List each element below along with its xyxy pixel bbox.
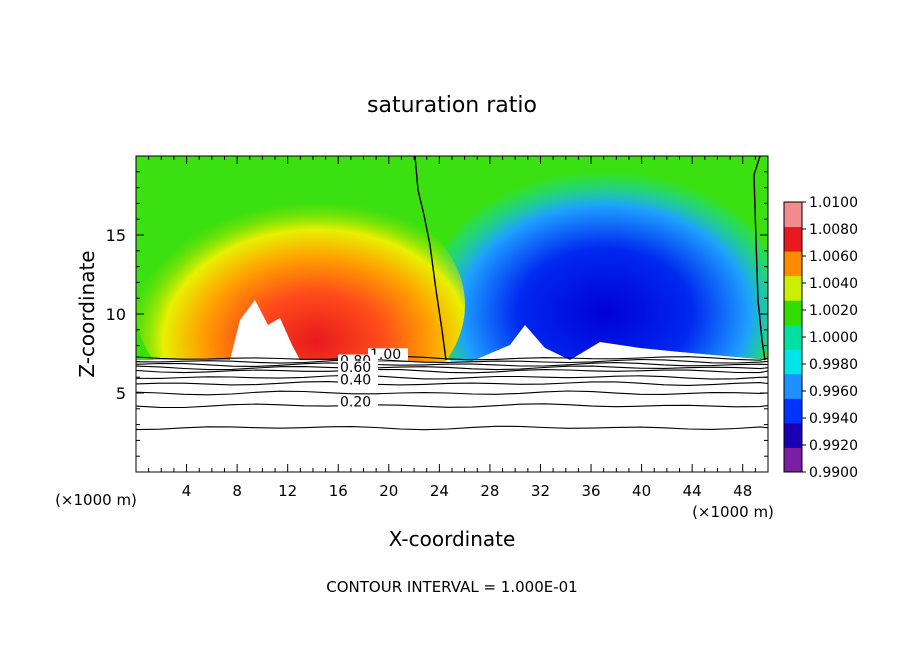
contour-line xyxy=(136,368,768,374)
x-tick-label: 40 xyxy=(632,482,651,500)
colorbar-label: 1.0040 xyxy=(809,276,858,292)
x-tick-label: 28 xyxy=(480,482,499,500)
colorbar-swatch xyxy=(784,324,802,350)
contour-line xyxy=(136,390,768,396)
colorbar-swatch xyxy=(784,398,802,424)
colorbar-swatch xyxy=(784,300,802,326)
colorbar-label: 1.0060 xyxy=(809,249,858,265)
colorbar-label: 0.9900 xyxy=(809,465,858,481)
colorbar-label: 0.9920 xyxy=(809,438,858,454)
colorbar-swatch xyxy=(784,373,802,399)
x-tick-label: 36 xyxy=(581,482,600,500)
x-tick-label: 4 xyxy=(182,482,192,500)
plot-area: 1.000.800.600.400.20 xyxy=(136,156,768,472)
contour-label: 0.40 xyxy=(340,373,371,389)
contour-label: 0.20 xyxy=(340,395,371,411)
zero-contour-right xyxy=(753,156,766,361)
x-tick-label: 20 xyxy=(379,482,398,500)
colorbar-label: 0.9940 xyxy=(809,411,858,427)
y-axis-title: Z-coordinate xyxy=(75,250,99,377)
contour-lines: 1.000.800.600.400.20 xyxy=(136,347,768,431)
contour-line xyxy=(136,381,768,386)
contour-label-bg xyxy=(338,395,378,409)
contour-line xyxy=(136,358,768,364)
x-tick-label: 8 xyxy=(232,482,242,500)
y-tick-label: 15 xyxy=(106,226,126,245)
colorbar-label: 1.0020 xyxy=(809,303,858,319)
colorbar-label: 0.9960 xyxy=(809,384,858,400)
contour-interval-note: CONTOUR INTERVAL = 1.000E-01 xyxy=(326,578,577,596)
colorbar-swatch xyxy=(784,349,802,375)
colorbar-label: 0.9980 xyxy=(809,357,858,373)
x-axis-title: X-coordinate xyxy=(389,527,516,551)
x-axis: 4 8 12 16 20 24 28 32 36 40 44 48 xyxy=(148,156,756,500)
contour-label-bg xyxy=(338,373,378,387)
x-tick-label: 12 xyxy=(278,482,297,500)
colorbar-swatch xyxy=(784,251,802,277)
contour-label-bg xyxy=(338,360,378,374)
colorbar-label: 1.0080 xyxy=(809,222,858,238)
x-tick-label: 44 xyxy=(683,482,702,500)
colorbar-swatch xyxy=(784,447,802,473)
zero-contour-left xyxy=(414,156,447,361)
contour-line xyxy=(136,355,768,361)
colorbar-label: 1.0100 xyxy=(809,195,858,211)
contour-line xyxy=(136,374,768,380)
x-tick-label: 32 xyxy=(531,482,550,500)
x-tick-label: 16 xyxy=(329,482,348,500)
y-tick-label: 10 xyxy=(106,305,126,324)
x-tick-label: 48 xyxy=(733,482,752,500)
colorbar: 1.0100 1.0080 1.0060 1.0040 1.0020 1.0000 0.99… xyxy=(783,195,858,481)
colorbar-label: 1.0000 xyxy=(809,330,858,346)
contour-label: 0.60 xyxy=(340,360,371,376)
contour-line xyxy=(136,425,768,431)
y-axis: 5 10 15 xyxy=(106,171,768,457)
chart-title: saturation ratio xyxy=(367,93,537,118)
colorbar-swatch xyxy=(784,202,802,228)
contour-line xyxy=(136,362,768,367)
colorbar-swatch xyxy=(784,275,802,301)
colorbar-swatch xyxy=(784,226,802,252)
x-unit-right: (×1000 m) xyxy=(692,503,774,521)
contour-line xyxy=(136,365,768,371)
x-tick-label: 24 xyxy=(430,482,449,500)
cloud-bottom-white xyxy=(136,300,768,472)
y-tick-label: 5 xyxy=(116,384,126,403)
x-unit-left: (×1000 m) xyxy=(55,491,137,509)
colorbar-swatch xyxy=(784,422,802,448)
contour-line xyxy=(136,403,768,409)
